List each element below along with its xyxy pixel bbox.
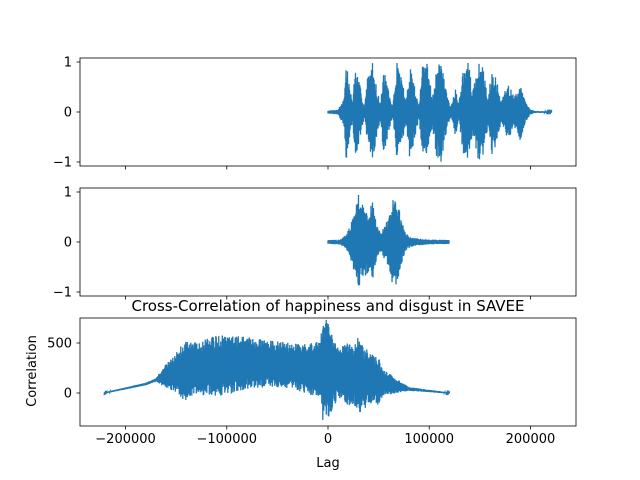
cross-correlation-x-tick-label: −100000 bbox=[197, 432, 258, 447]
middle-signal-series-line bbox=[327, 194, 450, 286]
top-signal-y-tick-label: 0 bbox=[64, 106, 72, 121]
top-signal-series-line bbox=[327, 63, 553, 162]
middle-signal-y-tick-label: 1 bbox=[64, 186, 72, 201]
cross-correlation-panel: 0 500 −200000 −100000 0 100000 200000 bbox=[47, 317, 577, 447]
top-signal-panel: −1 0 1 bbox=[53, 56, 577, 171]
middle-signal-y-tick-label: −1 bbox=[53, 286, 72, 301]
cross-correlation-x-tick-label: 200000 bbox=[506, 432, 556, 447]
top-signal-y-tick-label: 1 bbox=[64, 56, 72, 71]
cross-correlation-x-tick-label: 100000 bbox=[404, 432, 454, 447]
middle-signal-y-tick-label: 0 bbox=[64, 236, 72, 251]
x-axis-label: Lag bbox=[316, 456, 339, 471]
cross-correlation-y-tick-label: 500 bbox=[47, 337, 72, 352]
y-axis-label: Correlation bbox=[25, 335, 40, 407]
cross-correlation-series-line bbox=[103, 319, 450, 420]
cross-correlation-x-tick-label: −200000 bbox=[95, 432, 156, 447]
chart-title: Cross-Correlation of happiness and disgu… bbox=[131, 297, 524, 315]
cross-correlation-x-tick-label: 0 bbox=[324, 432, 332, 447]
cross-correlation-y-tick-label: 0 bbox=[64, 387, 72, 402]
middle-signal-panel: −1 0 1 bbox=[53, 186, 577, 301]
top-signal-y-tick-label: −1 bbox=[53, 156, 72, 171]
